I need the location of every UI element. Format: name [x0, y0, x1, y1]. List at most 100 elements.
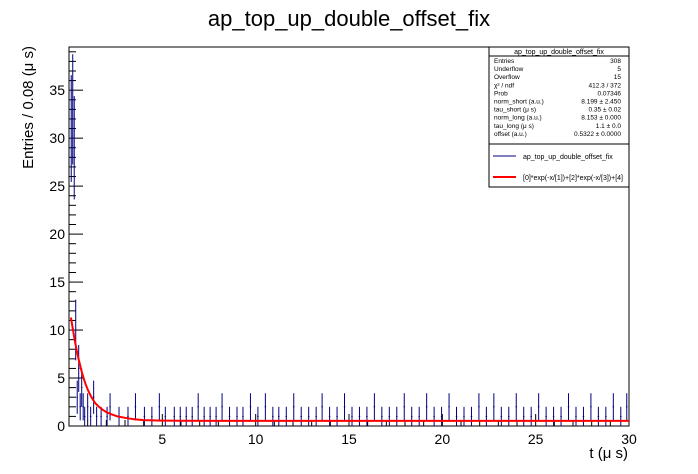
- histogram-series: [70, 54, 628, 426]
- stats-row-value: 8.153 ± 0.000: [581, 115, 621, 122]
- histogram-bin: [71, 54, 74, 165]
- legend: ap_top_up_double_offset_fix [0]*exp(-x/[…: [488, 143, 630, 188]
- histogram-bin: [109, 393, 111, 421]
- x-tick-label: 30: [621, 431, 637, 447]
- histogram-bin: [567, 393, 570, 421]
- histogram-bin: [70, 75, 72, 182]
- histogram-bin: [605, 406, 607, 426]
- histogram-bin: [264, 393, 267, 421]
- histogram-bin: [612, 393, 615, 421]
- histogram-bin: [366, 406, 368, 426]
- stats-row-value: 0.5322 ± 0.0000: [574, 131, 621, 138]
- histogram-bin: [403, 393, 405, 421]
- histogram-bin: [106, 406, 108, 426]
- histogram-bin: [388, 406, 391, 426]
- histogram-bin: [410, 406, 413, 426]
- histogram-bin: [197, 393, 199, 421]
- histogram-bin: [143, 406, 146, 426]
- stats-row-value: 8.199 ± 2.450: [581, 99, 621, 106]
- y-tick-label: 20: [49, 226, 65, 242]
- chart-title: ap_top_up_double_offset_fix: [208, 6, 490, 31]
- histogram-bin: [560, 406, 562, 426]
- fit-curve: [69, 317, 629, 422]
- stats-box-title: ap_top_up_double_offset_fix: [514, 49, 604, 56]
- histogram-bin: [530, 406, 532, 426]
- histogram-bin: [575, 406, 577, 426]
- histogram-bin: [508, 406, 510, 426]
- histogram-bin: [76, 380, 78, 414]
- stats-row-value: 308: [610, 58, 621, 65]
- y-tick-label: 30: [49, 130, 65, 146]
- histogram-bin: [545, 406, 547, 426]
- histogram-bin: [418, 406, 420, 426]
- y-tick-label: 25: [49, 178, 65, 194]
- stats-row-value: 0.07346: [598, 90, 622, 97]
- histogram-bin: [582, 406, 585, 426]
- stats-row-value: 5: [617, 66, 621, 73]
- x-axis-ticks: 5 10 15 20 25 30: [68, 414, 637, 447]
- histogram-bin: [343, 393, 346, 421]
- histogram-bin: [626, 393, 628, 421]
- stats-row-value: 0.35 ± 0.02: [589, 107, 622, 114]
- histogram-bin: [537, 393, 540, 421]
- stats-row-label: tau_short (μ s): [494, 107, 536, 114]
- histogram-bin: [425, 393, 428, 421]
- histogram-bin: [285, 406, 288, 426]
- histogram-bin: [597, 406, 600, 426]
- histogram-bin: [358, 406, 361, 426]
- histogram-bin: [381, 406, 383, 426]
- histogram-bin: [127, 406, 129, 426]
- x-tick-label: 20: [435, 431, 451, 447]
- y-tick-label: 0: [57, 418, 65, 434]
- histogram-bin: [278, 406, 280, 426]
- stats-row-value: 412.3 / 372: [588, 82, 621, 89]
- histogram-bin: [300, 406, 302, 426]
- histogram-bin: [173, 406, 176, 426]
- x-tick-label: 25: [528, 431, 544, 447]
- histogram-bin: [249, 393, 252, 421]
- plot-area: 0 5 10 15 20 25 30 35 5 10 15 20 25 30: [49, 46, 637, 447]
- histogram-bin: [433, 406, 435, 426]
- histogram-bin: [203, 406, 205, 426]
- y-tick-label: 15: [49, 274, 65, 290]
- histogram-bin: [336, 406, 338, 426]
- stats-row-label: Underflow: [494, 66, 524, 73]
- histogram-bin: [209, 406, 211, 426]
- histogram-bin: [151, 406, 153, 426]
- histogram-bin: [95, 406, 98, 426]
- stats-row-label: offset (a.u.): [494, 131, 527, 138]
- y-tick-label: 5: [57, 370, 65, 386]
- stats-row-label: norm_short (a.u.): [494, 99, 544, 106]
- histogram-bin: [134, 393, 137, 421]
- histogram-bin: [455, 406, 458, 426]
- histogram-bin: [221, 393, 223, 421]
- legend-label-histogram: ap_top_up_double_offset_fix: [523, 154, 613, 161]
- histogram-bin: [493, 393, 495, 421]
- histogram-bin: [86, 393, 89, 421]
- histogram-bin: [257, 406, 259, 426]
- histogram-bin: [215, 406, 217, 426]
- y-axis-label: Entries / 0.08 (μ s): [20, 46, 37, 169]
- histogram-bin: [83, 406, 86, 426]
- histogram-bin: [293, 393, 295, 421]
- x-tick-label: 5: [158, 431, 166, 447]
- x-tick-label: 10: [248, 431, 264, 447]
- stats-row-value: 1.1 ± 0.0: [596, 123, 622, 130]
- histogram-bin: [242, 406, 244, 426]
- histogram-bin: [89, 406, 92, 426]
- histogram-bin: [396, 406, 398, 426]
- histogram-bin: [321, 393, 323, 421]
- x-tick-label: 15: [341, 431, 357, 447]
- stats-row-label: Prob: [494, 90, 508, 97]
- histogram-bin: [92, 380, 95, 414]
- histogram-bin: [228, 406, 231, 426]
- stats-row-value: 15: [614, 74, 622, 81]
- histogram-bin: [328, 406, 331, 426]
- histogram-bin: [82, 393, 84, 421]
- histogram-bin: [73, 96, 75, 200]
- histogram-bin: [191, 406, 193, 426]
- histogram-bin: [522, 406, 525, 426]
- histogram-bin: [307, 406, 310, 426]
- histogram-bin: [236, 406, 238, 426]
